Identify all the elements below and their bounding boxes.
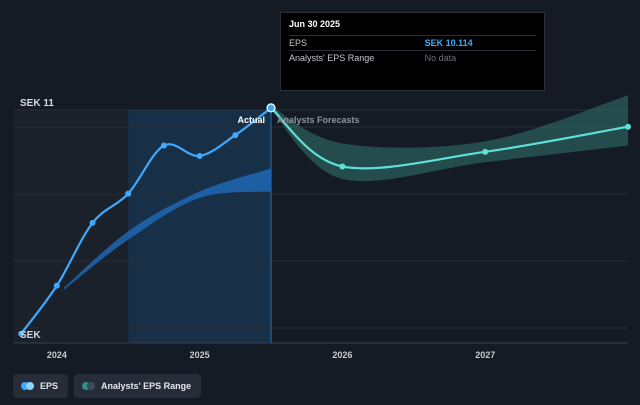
y-axis-top-label: SEK 11 — [20, 98, 54, 109]
eps-point — [232, 132, 239, 139]
eps-point — [125, 190, 132, 197]
gridlines — [14, 109, 628, 344]
x-axis-ticks: 2024 2025 2026 2027 — [47, 350, 495, 360]
tooltip-eps-label: EPS — [289, 38, 308, 48]
eps-point — [266, 103, 276, 113]
legend-eps-button[interactable]: EPS — [13, 374, 69, 398]
eps-forecast-line — [270, 107, 629, 170]
tooltip-range-row: Analysts' EPS Range No data — [289, 50, 536, 65]
highlight-shade — [128, 110, 272, 343]
forecast-point — [482, 148, 489, 155]
analyst-range-past-area — [63, 168, 272, 290]
forecast-label: Analysts Forecasts — [277, 115, 360, 125]
tooltip: Jun 30 2025 EPS SEK 10.114 Analysts' EPS… — [280, 12, 545, 91]
eps-point — [196, 153, 203, 159]
tooltip-eps-value: SEK 10.114 — [424, 38, 473, 48]
eps-chart: SEK 11 SEK Actual Analysts Forecasts 202… — [14, 95, 631, 360]
legend: EPS Analysts' EPS Range — [13, 374, 202, 398]
eps-point — [18, 330, 25, 337]
x-tick-label: 2027 — [475, 350, 495, 360]
forecast-point — [625, 123, 631, 130]
eps-point — [53, 282, 60, 289]
forecast-point — [339, 163, 346, 170]
tooltip-date: Jun 30 2025 — [289, 19, 341, 29]
tooltip-eps-row: EPS SEK 10.114 — [289, 35, 536, 50]
actual-label: Actual — [238, 115, 266, 125]
x-tick-label: 2024 — [47, 350, 67, 360]
range-swatch-icon — [82, 382, 96, 390]
data-points — [18, 103, 631, 337]
eps-line — [20, 107, 272, 335]
y-axis-bottom-label: SEK — [20, 330, 41, 341]
legend-range-button[interactable]: Analysts' EPS Range — [74, 374, 202, 398]
legend-eps-label: EPS — [40, 381, 59, 391]
tooltip-range-value: No data — [424, 53, 457, 63]
eps-swatch-icon — [21, 382, 34, 390]
x-tick-label: 2026 — [332, 350, 352, 360]
eps-point — [160, 142, 167, 149]
legend-range-label: Analysts' EPS Range — [101, 381, 192, 391]
tooltip-range-label: Analysts' EPS Range — [289, 53, 375, 63]
analyst-range-forecast-area — [271, 95, 628, 182]
x-tick-label: 2025 — [190, 350, 210, 360]
eps-point — [89, 219, 96, 226]
